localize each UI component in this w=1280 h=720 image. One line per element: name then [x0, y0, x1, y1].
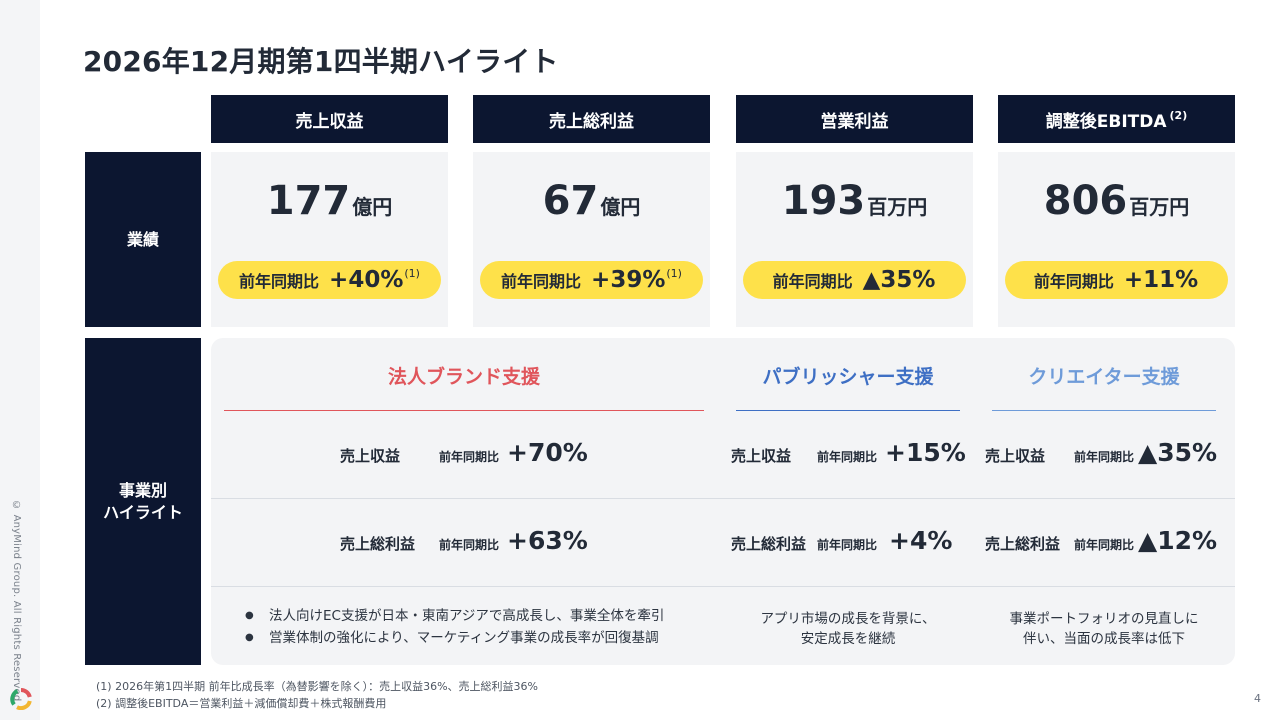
kpi-header-gross-profit: 売上総利益	[473, 95, 710, 143]
metric-corporate-gross-profit: 売上総利益 前年同期比 +63%	[340, 526, 588, 555]
kpi-card-operating-profit: 193 百万円 前年同期比 ▲35%	[736, 152, 973, 327]
segment-title-publisher: パブリッシャー支援	[762, 366, 934, 388]
list-item: 法人向けEC支援が日本・東南アジアで高成長し、事業全体を牽引	[245, 605, 664, 627]
corporate-bullet-list: 法人向けEC支援が日本・東南アジアで高成長し、事業全体を牽引 営業体制の強化によ…	[245, 605, 664, 649]
metric-corporate-revenue: 売上収益 前年同期比 +70%	[340, 438, 588, 467]
kpi-change-pill: 前年同期比 +39% (1)	[480, 261, 703, 299]
footnote-1: (1) 2026年第1四半期 前年比成長率（為替影響を除く）：売上収益36%、売…	[96, 680, 538, 693]
publisher-note: アプリ市場の成長を背景に、 安定成長を継続	[760, 611, 936, 647]
kpi-card-gross-profit: 67 億円 前年同期比 +39% (1)	[473, 152, 710, 327]
row-label-business: 事業別 ハイライト	[85, 338, 201, 665]
creator-note: 事業ポートフォリオの見直しに 伴い、当面の成長率は低下	[1009, 611, 1199, 647]
kpi-unit: 百万円	[867, 195, 928, 219]
segment-divider-publisher	[736, 410, 960, 411]
company-logo-icon	[10, 688, 32, 710]
kpi-change-pill: 前年同期比 +40% (1)	[218, 261, 441, 299]
row-label-performance: 業績	[85, 152, 201, 327]
segment-divider-corporate	[224, 410, 704, 411]
kpi-unit: 百万円	[1129, 195, 1190, 219]
kpi-header-adjusted-ebitda: 調整後EBITDA (2)	[998, 95, 1235, 143]
kpi-card-revenue: 177 億円 前年同期比 +40% (1)	[211, 152, 448, 327]
page-title: 2026年12月期第1四半期ハイライト	[83, 45, 559, 78]
segment-title-corporate: 法人ブランド支援	[387, 366, 540, 388]
metric-creator-revenue: 売上収益 前年同期比 ▲35%	[985, 438, 1218, 467]
kpi-card-adjusted-ebitda: 806 百万円 前年同期比 +11%	[998, 152, 1235, 327]
metric-creator-gross-profit: 売上総利益 前年同期比 ▲12%	[985, 526, 1218, 555]
page-number: 4	[1254, 692, 1261, 705]
footnote-2: (2) 調整後EBITDA＝営業利益＋減価償却費＋株式報酬費用	[96, 697, 387, 710]
kpi-value: 67	[542, 178, 599, 224]
kpi-header-operating-profit: 営業利益	[736, 95, 973, 143]
copyright-text: © AnyMind Group. All Rights Reserved.	[11, 500, 22, 705]
kpi-value: 806	[1043, 178, 1128, 224]
segment-divider-creator	[992, 410, 1216, 411]
kpi-header-revenue: 売上収益	[211, 95, 448, 143]
kpi-change-pill: 前年同期比 ▲35%	[743, 261, 966, 299]
kpi-unit: 億円	[600, 195, 641, 219]
kpi-value: 177	[266, 178, 351, 224]
row-divider	[211, 586, 1235, 587]
kpi-change-pill: 前年同期比 +11%	[1005, 261, 1228, 299]
list-item: 営業体制の強化により、マーケティング事業の成長率が回復基調	[245, 627, 664, 649]
kpi-value: 193	[781, 178, 866, 224]
metric-publisher-gross-profit: 売上総利益 前年同期比 +4%	[731, 526, 953, 555]
segment-title-creator: クリエイター支援	[1028, 366, 1180, 388]
row-divider	[211, 498, 1235, 499]
side-strip	[0, 0, 40, 720]
metric-publisher-revenue: 売上収益 前年同期比 +15%	[731, 438, 966, 467]
kpi-unit: 億円	[352, 195, 393, 219]
